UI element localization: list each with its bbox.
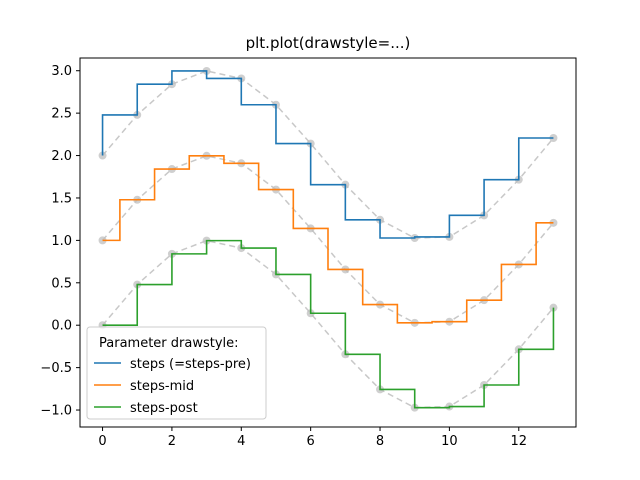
reference-line-steps-post bbox=[101, 239, 555, 409]
y-tick-label: −0.5 bbox=[40, 361, 72, 376]
x-tick-label: 6 bbox=[307, 434, 315, 449]
series-line-steps-pre bbox=[101, 70, 554, 239]
x-tick-label: 4 bbox=[237, 434, 245, 449]
series-layer bbox=[101, 70, 555, 409]
legend-frame bbox=[86, 326, 267, 420]
x-axis: 0 2 4 6 8 10 12 bbox=[98, 427, 527, 449]
y-tick-label: −1.0 bbox=[40, 404, 72, 419]
axes-frame bbox=[79, 57, 577, 428]
y-tick-label: 0.0 bbox=[51, 319, 72, 334]
y-tick-label: 2.5 bbox=[51, 107, 72, 122]
series-line-steps-post bbox=[102, 239, 555, 409]
series-line-steps-mid bbox=[102, 155, 554, 324]
legend-title: Parameter drawstyle: bbox=[99, 336, 239, 351]
x-tick-label: 0 bbox=[98, 434, 106, 449]
y-tick-label: 2.0 bbox=[51, 149, 72, 164]
x-tick-label: 12 bbox=[510, 434, 527, 449]
reference-line-steps-pre bbox=[101, 70, 555, 239]
axes-border bbox=[79, 57, 577, 428]
chart-title: plt.plot(drawstyle=...) bbox=[246, 34, 411, 52]
x-tick-label: 10 bbox=[441, 434, 458, 449]
y-tick-label: 1.5 bbox=[51, 191, 72, 206]
legend: Parameter drawstyle: steps (=steps-pre) … bbox=[86, 326, 267, 420]
y-tick-label: 3.0 bbox=[51, 64, 72, 79]
y-axis: −1.0 −0.5 0.0 0.5 1.0 1.5 2.0 2.5 3.0 bbox=[40, 64, 80, 419]
y-tick-label: 1.0 bbox=[51, 234, 72, 249]
x-tick-label: 2 bbox=[168, 434, 176, 449]
legend-label-steps-post: steps-post bbox=[130, 401, 198, 416]
legend-label-steps-pre: steps (=steps-pre) bbox=[130, 357, 251, 372]
x-tick-label: 8 bbox=[376, 434, 384, 449]
y-tick-label: 0.5 bbox=[51, 276, 72, 291]
legend-label-steps-mid: steps-mid bbox=[130, 379, 194, 394]
